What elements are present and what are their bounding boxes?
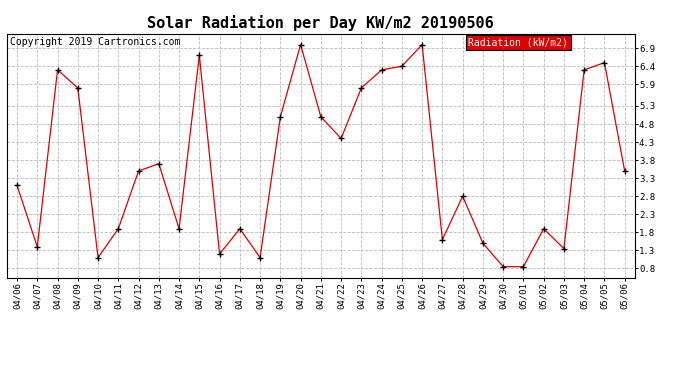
- Text: Copyright 2019 Cartronics.com: Copyright 2019 Cartronics.com: [10, 38, 180, 47]
- Text: Radiation (kW/m2): Radiation (kW/m2): [469, 38, 569, 47]
- Title: Solar Radiation per Day KW/m2 20190506: Solar Radiation per Day KW/m2 20190506: [148, 15, 494, 31]
